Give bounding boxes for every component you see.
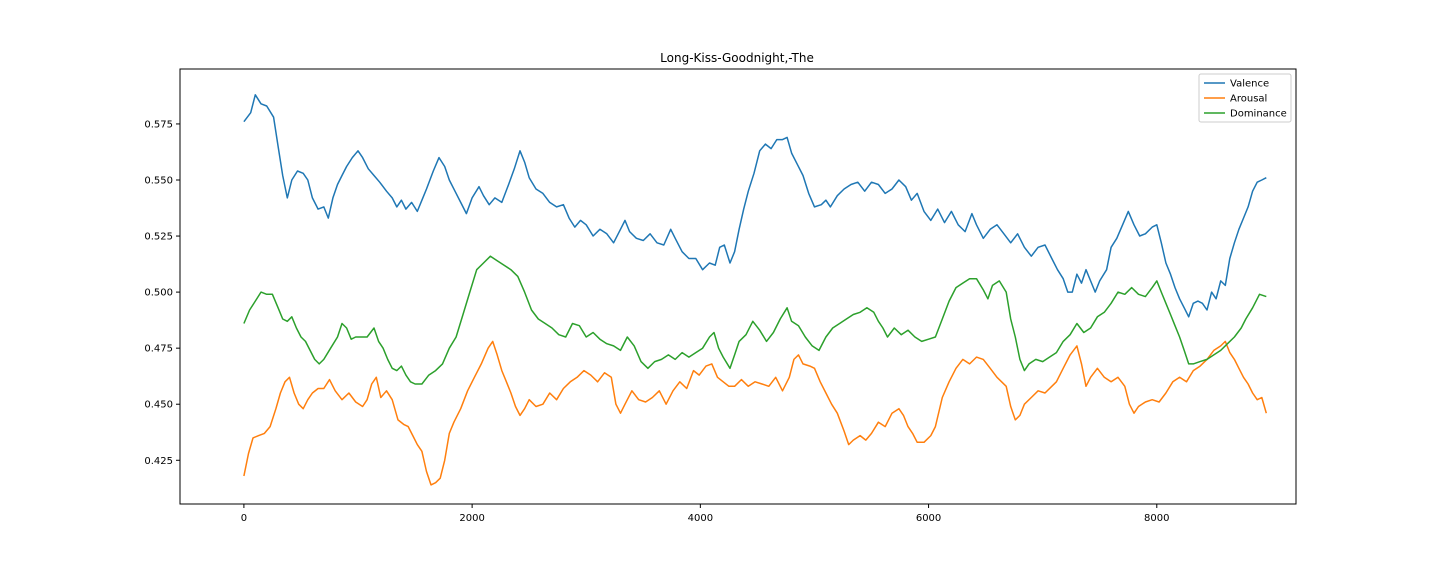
- legend: Valence Arousal Dominance: [1198, 73, 1292, 123]
- y-tick-label: 0.475: [144, 344, 173, 355]
- series-layer: [243, 94, 1268, 486]
- y-tick-label: 0.425: [144, 456, 173, 467]
- legend-label-valence: Valence: [1230, 79, 1269, 90]
- legend-box: [1198, 73, 1292, 123]
- x-tick-label: 4000: [688, 513, 713, 524]
- legend-label-dominance: Dominance: [1230, 109, 1287, 120]
- y-axis: 0.425 0.450 0.475 0.500 0.525 0.550 0.575: [144, 119, 180, 467]
- y-tick-label: 0.525: [144, 232, 173, 243]
- chart-title: Long-Kiss-Goodnight,-The: [660, 51, 814, 65]
- plot-frame: [179, 68, 1297, 505]
- x-axis: 0 2000 4000 6000 8000: [241, 504, 1170, 524]
- x-tick-label: 0: [241, 513, 247, 524]
- y-tick-label: 0.575: [144, 119, 173, 130]
- y-tick-label: 0.450: [144, 400, 173, 411]
- y-tick-label: 0.550: [144, 175, 173, 186]
- x-tick-label: 6000: [916, 513, 941, 524]
- series-line-valence: [243, 94, 1267, 318]
- series-line-dominance: [243, 255, 1267, 385]
- y-tick-label: 0.500: [144, 288, 173, 299]
- x-tick-label: 8000: [1144, 513, 1169, 524]
- series-line-arousal: [243, 340, 1268, 486]
- x-tick-label: 2000: [459, 513, 484, 524]
- legend-label-arousal: Arousal: [1230, 94, 1267, 105]
